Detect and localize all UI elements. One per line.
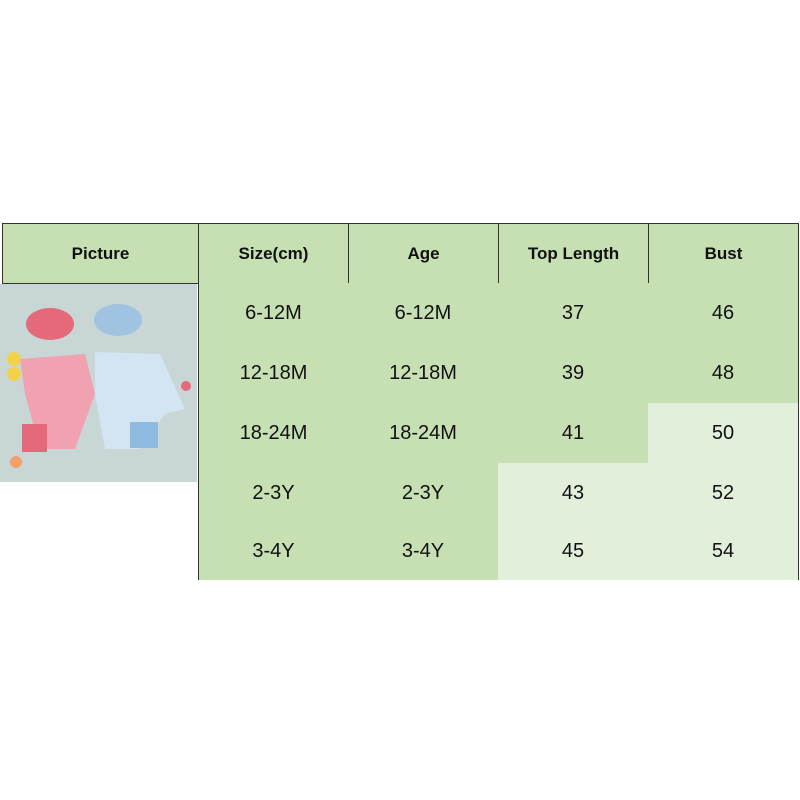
cell-bust: 46 — [648, 283, 799, 344]
cell-top-length: 37 — [498, 283, 649, 344]
header-bust: Bust — [648, 223, 799, 284]
cell-bust: 48 — [648, 343, 799, 404]
cell-size: 6-12M — [198, 283, 349, 344]
cell-bust: 50 — [648, 403, 799, 464]
cell-age: 18-24M — [348, 403, 499, 464]
cell-size: 2-3Y — [198, 463, 349, 524]
header-picture: Picture — [2, 223, 199, 284]
cell-top-length: 45 — [498, 523, 649, 580]
header-age: Age — [348, 223, 499, 284]
header-size: Size(cm) — [198, 223, 349, 284]
header-top-length: Top Length — [498, 223, 649, 284]
cell-bust: 54 — [648, 523, 799, 580]
cell-size: 18-24M — [198, 403, 349, 464]
cell-age: 2-3Y — [348, 463, 499, 524]
cell-size: 12-18M — [198, 343, 349, 404]
cell-top-length: 41 — [498, 403, 649, 464]
swimsuit-photo-icon — [0, 284, 197, 482]
cell-top-length: 43 — [498, 463, 649, 524]
cell-bust: 52 — [648, 463, 799, 524]
cell-age: 6-12M — [348, 283, 499, 344]
cell-age: 3-4Y — [348, 523, 499, 580]
cell-size: 3-4Y — [198, 523, 349, 580]
cell-age: 12-18M — [348, 343, 499, 404]
cell-top-length: 39 — [498, 343, 649, 404]
product-photo — [0, 284, 197, 482]
